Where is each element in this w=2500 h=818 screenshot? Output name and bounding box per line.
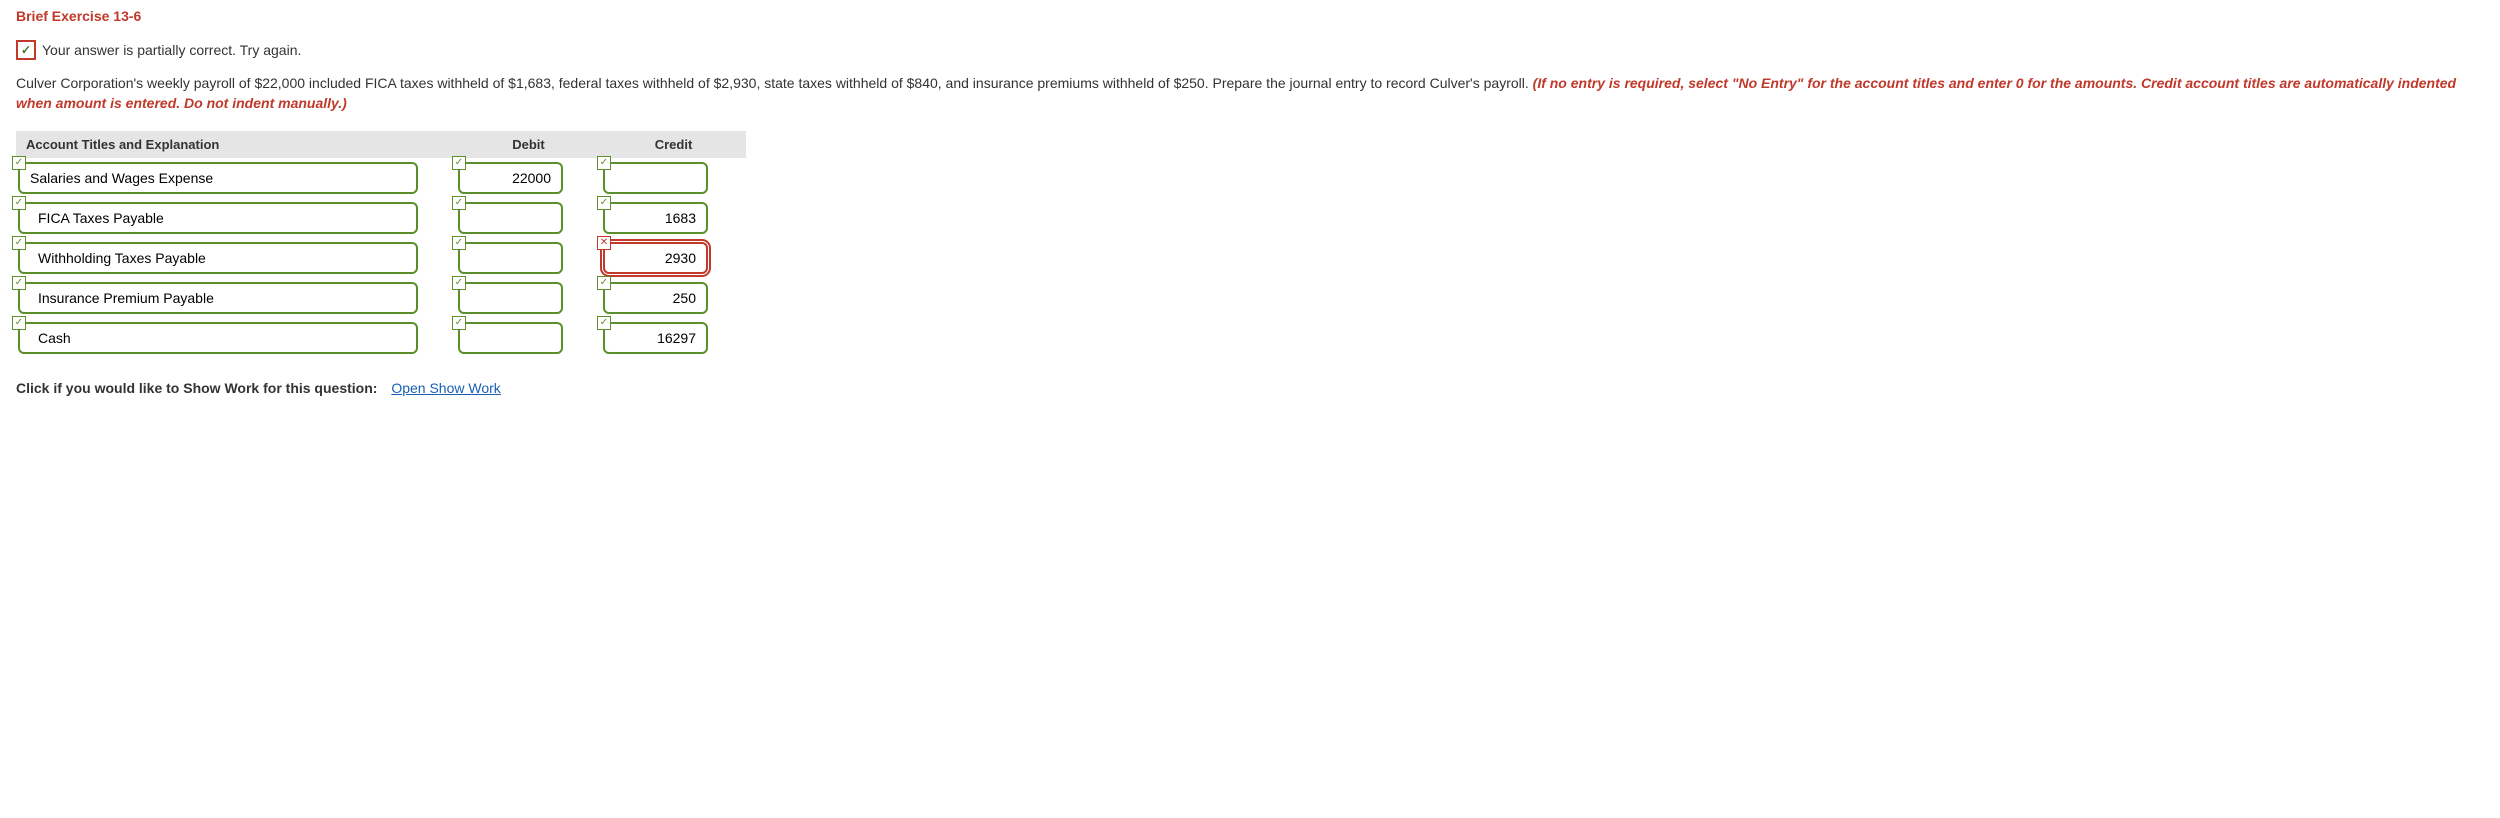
account-cell: ✓ [16, 238, 456, 278]
debit-cell: ✓ [456, 278, 601, 318]
check-icon: ✓ [452, 156, 466, 170]
debit-wrap: ✓ [458, 162, 563, 194]
table-row: ✓✓✓ [16, 278, 746, 318]
check-icon: ✓ [452, 316, 466, 330]
x-icon: ✕ [597, 236, 611, 250]
credit-cell: ✓ [601, 158, 746, 198]
problem-statement: Culver Corporation's weekly payroll of $… [16, 74, 2484, 113]
credit-wrap: ✓ [603, 282, 708, 314]
debit-input[interactable] [458, 242, 563, 274]
debit-input[interactable] [458, 202, 563, 234]
show-work-label: Click if you would like to Show Work for… [16, 380, 377, 396]
show-work-row: Click if you would like to Show Work for… [16, 380, 2484, 396]
check-icon: ✓ [597, 156, 611, 170]
col-header-credit: Credit [601, 131, 746, 158]
account-input[interactable] [18, 282, 418, 314]
check-icon: ✓ [597, 196, 611, 210]
credit-cell: ✓ [601, 318, 746, 358]
credit-input[interactable] [603, 202, 708, 234]
journal-entry-table: Account Titles and Explanation Debit Cre… [16, 131, 746, 358]
account-cell: ✓ [16, 198, 456, 238]
debit-wrap: ✓ [458, 202, 563, 234]
check-icon: ✓ [597, 316, 611, 330]
check-icon: ✓ [597, 276, 611, 290]
credit-wrap: ✕ [603, 242, 708, 274]
account-wrap: ✓ [18, 322, 418, 354]
check-icon: ✓ [12, 236, 26, 250]
account-wrap: ✓ [18, 242, 418, 274]
account-input[interactable] [18, 322, 418, 354]
account-input[interactable] [18, 242, 418, 274]
debit-cell: ✓ [456, 198, 601, 238]
credit-cell: ✕ [601, 238, 746, 278]
credit-input[interactable] [603, 242, 708, 274]
debit-wrap: ✓ [458, 322, 563, 354]
check-icon: ✓ [452, 196, 466, 210]
account-wrap: ✓ [18, 162, 418, 194]
debit-wrap: ✓ [458, 282, 563, 314]
col-header-debit: Debit [456, 131, 601, 158]
debit-input[interactable] [458, 282, 563, 314]
feedback-text: Your answer is partially correct. Try ag… [42, 42, 301, 58]
open-show-work-link[interactable]: Open Show Work [391, 380, 500, 396]
table-row: ✓✓✓ [16, 198, 746, 238]
check-icon: ✓ [12, 156, 26, 170]
exercise-title: Brief Exercise 13-6 [16, 8, 2484, 24]
check-icon: ✓ [12, 196, 26, 210]
check-icon: ✓ [452, 236, 466, 250]
credit-input[interactable] [603, 282, 708, 314]
account-input[interactable] [18, 162, 418, 194]
account-input[interactable] [18, 202, 418, 234]
account-cell: ✓ [16, 158, 456, 198]
credit-wrap: ✓ [603, 322, 708, 354]
feedback-row: ✓ Your answer is partially correct. Try … [16, 40, 2484, 60]
credit-wrap: ✓ [603, 202, 708, 234]
problem-text-main: Culver Corporation's weekly payroll of $… [16, 75, 1533, 91]
debit-cell: ✓ [456, 238, 601, 278]
check-icon: ✓ [12, 316, 26, 330]
check-icon: ✓ [452, 276, 466, 290]
table-row: ✓✓✓ [16, 318, 746, 358]
debit-input[interactable] [458, 322, 563, 354]
table-row: ✓✓✕ [16, 238, 746, 278]
partial-correct-icon: ✓ [16, 40, 36, 60]
debit-wrap: ✓ [458, 242, 563, 274]
account-wrap: ✓ [18, 282, 418, 314]
credit-wrap: ✓ [603, 162, 708, 194]
credit-cell: ✓ [601, 278, 746, 318]
col-header-account: Account Titles and Explanation [16, 131, 456, 158]
table-row: ✓✓✓ [16, 158, 746, 198]
account-cell: ✓ [16, 318, 456, 358]
credit-input[interactable] [603, 162, 708, 194]
credit-input[interactable] [603, 322, 708, 354]
credit-cell: ✓ [601, 198, 746, 238]
account-cell: ✓ [16, 278, 456, 318]
debit-cell: ✓ [456, 318, 601, 358]
debit-cell: ✓ [456, 158, 601, 198]
account-wrap: ✓ [18, 202, 418, 234]
check-icon: ✓ [12, 276, 26, 290]
debit-input[interactable] [458, 162, 563, 194]
